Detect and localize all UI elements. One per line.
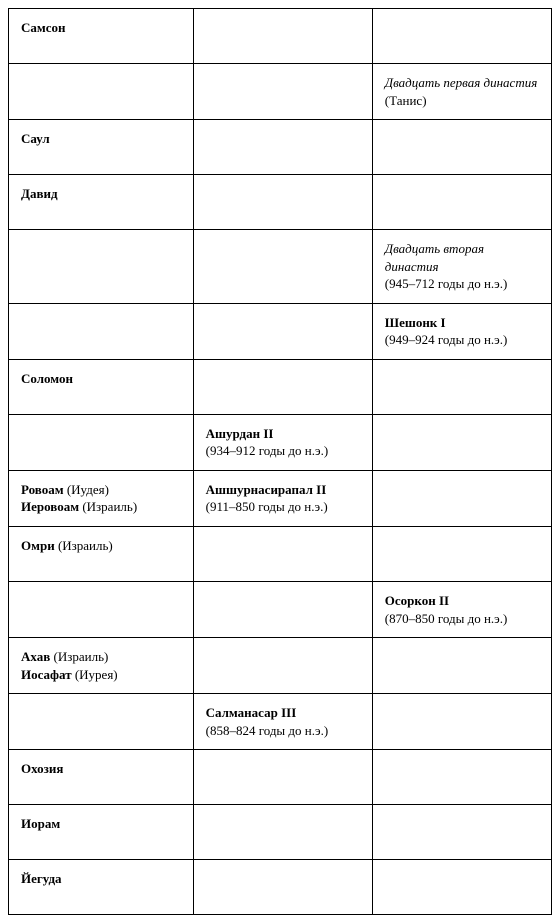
cell — [9, 414, 194, 470]
cell-bold: Омри — [21, 538, 55, 553]
cell: Ашшурнасирапал II (911–850 годы до н.э.) — [193, 470, 372, 526]
cell: Омри (Израиль) — [9, 527, 194, 582]
table-row: Охозия — [9, 750, 552, 805]
history-table: Самсон Двадцать первая династия (Танис) … — [8, 8, 552, 915]
cell-bold: Самсон — [21, 20, 66, 35]
table-row: Ашурдан II (934–912 годы до н.э.) — [9, 414, 552, 470]
cell: Осоркон II (870–850 годы до н.э.) — [372, 582, 551, 638]
cell: Соломон — [9, 359, 194, 414]
cell: Шешонк I (949–924 годы до н.э.) — [372, 303, 551, 359]
cell-text: (Танис) — [385, 93, 427, 108]
table-body: Самсон Двадцать первая династия (Танис) … — [9, 9, 552, 915]
cell: Самсон — [9, 9, 194, 64]
cell-italic: Двадцать вторая династия — [385, 241, 484, 274]
table-row: Омри (Израиль) — [9, 527, 552, 582]
cell-bold: Охозия — [21, 761, 63, 776]
cell-bold: Йегуда — [21, 871, 62, 886]
cell — [9, 230, 194, 304]
table-row: Иорам — [9, 805, 552, 860]
cell — [193, 638, 372, 694]
cell: Салманасар III (858–824 годы до н.э.) — [193, 694, 372, 750]
cell: Ровоам (Иудея) Иеровоам (Израиль) — [9, 470, 194, 526]
cell — [372, 470, 551, 526]
table-row: Двадцать первая династия (Танис) — [9, 64, 552, 120]
cell — [193, 582, 372, 638]
cell-bold: Ашшурнасирапал II — [206, 482, 327, 497]
cell — [193, 120, 372, 175]
cell — [193, 805, 372, 860]
cell — [193, 9, 372, 64]
cell — [193, 303, 372, 359]
cell — [193, 750, 372, 805]
cell-text: (Иудея) — [64, 482, 109, 497]
cell — [9, 64, 194, 120]
cell-bold: Ровоам — [21, 482, 64, 497]
cell-bold: Ашурдан II — [206, 426, 274, 441]
cell-text: (Израиль) — [50, 649, 108, 664]
table-row: Салманасар III (858–824 годы до н.э.) — [9, 694, 552, 750]
cell-bold: Иорам — [21, 816, 60, 831]
table-row: Шешонк I (949–924 годы до н.э.) — [9, 303, 552, 359]
cell — [193, 527, 372, 582]
cell-bold: Ахав — [21, 649, 50, 664]
cell: Двадцать первая династия (Танис) — [372, 64, 551, 120]
cell-bold: Соломон — [21, 371, 73, 386]
cell-bold: Салманасар III — [206, 705, 297, 720]
table-row: Йегуда — [9, 860, 552, 915]
page: Самсон Двадцать первая династия (Танис) … — [0, 0, 560, 889]
cell: Иорам — [9, 805, 194, 860]
cell: Охозия — [9, 750, 194, 805]
cell-bold: Саул — [21, 131, 50, 146]
cell-text: (945–712 годы до н.э.) — [385, 276, 508, 291]
cell — [193, 64, 372, 120]
table-row: Саул — [9, 120, 552, 175]
table-row: Соломон — [9, 359, 552, 414]
cell — [193, 175, 372, 230]
cell-bold: Осоркон II — [385, 593, 449, 608]
cell-text: (Иурея) — [72, 667, 118, 682]
cell-text: (858–824 годы до н.э.) — [206, 723, 329, 738]
cell — [372, 638, 551, 694]
cell-bold: Иосафат — [21, 667, 72, 682]
table-row: Ровоам (Иудея) Иеровоам (Израиль) Ашшурн… — [9, 470, 552, 526]
cell-text: (Израиль) — [79, 499, 137, 514]
cell — [372, 527, 551, 582]
cell-bold: Иеровоам — [21, 499, 79, 514]
cell — [372, 860, 551, 915]
cell-text: (949–924 годы до н.э.) — [385, 332, 508, 347]
cell: Ашурдан II (934–912 годы до н.э.) — [193, 414, 372, 470]
cell-text: (870–850 годы до н.э.) — [385, 611, 508, 626]
cell-text: (934–912 годы до н.э.) — [206, 443, 329, 458]
table-row: Самсон — [9, 9, 552, 64]
cell — [372, 694, 551, 750]
cell — [372, 120, 551, 175]
cell: Давид — [9, 175, 194, 230]
cell — [9, 582, 194, 638]
table-row: Двадцать вторая династия (945–712 годы д… — [9, 230, 552, 304]
cell — [193, 359, 372, 414]
cell: Двадцать вторая династия (945–712 годы д… — [372, 230, 551, 304]
table-row: Давид — [9, 175, 552, 230]
cell — [193, 860, 372, 915]
cell-bold: Давид — [21, 186, 58, 201]
cell — [372, 9, 551, 64]
cell-text: (911–850 годы до н.э.) — [206, 499, 328, 514]
cell — [372, 359, 551, 414]
cell-bold: Шешонк I — [385, 315, 446, 330]
cell — [372, 805, 551, 860]
cell: Саул — [9, 120, 194, 175]
cell — [9, 303, 194, 359]
cell: Ахав (Израиль) Иосафат (Иурея) — [9, 638, 194, 694]
table-row: Ахав (Израиль) Иосафат (Иурея) — [9, 638, 552, 694]
cell-text: (Израиль) — [55, 538, 113, 553]
cell — [193, 230, 372, 304]
cell — [9, 694, 194, 750]
cell — [372, 414, 551, 470]
cell-italic: Двадцать первая династия — [385, 75, 537, 90]
cell: Йегуда — [9, 860, 194, 915]
cell — [372, 175, 551, 230]
table-row: Осоркон II (870–850 годы до н.э.) — [9, 582, 552, 638]
cell — [372, 750, 551, 805]
